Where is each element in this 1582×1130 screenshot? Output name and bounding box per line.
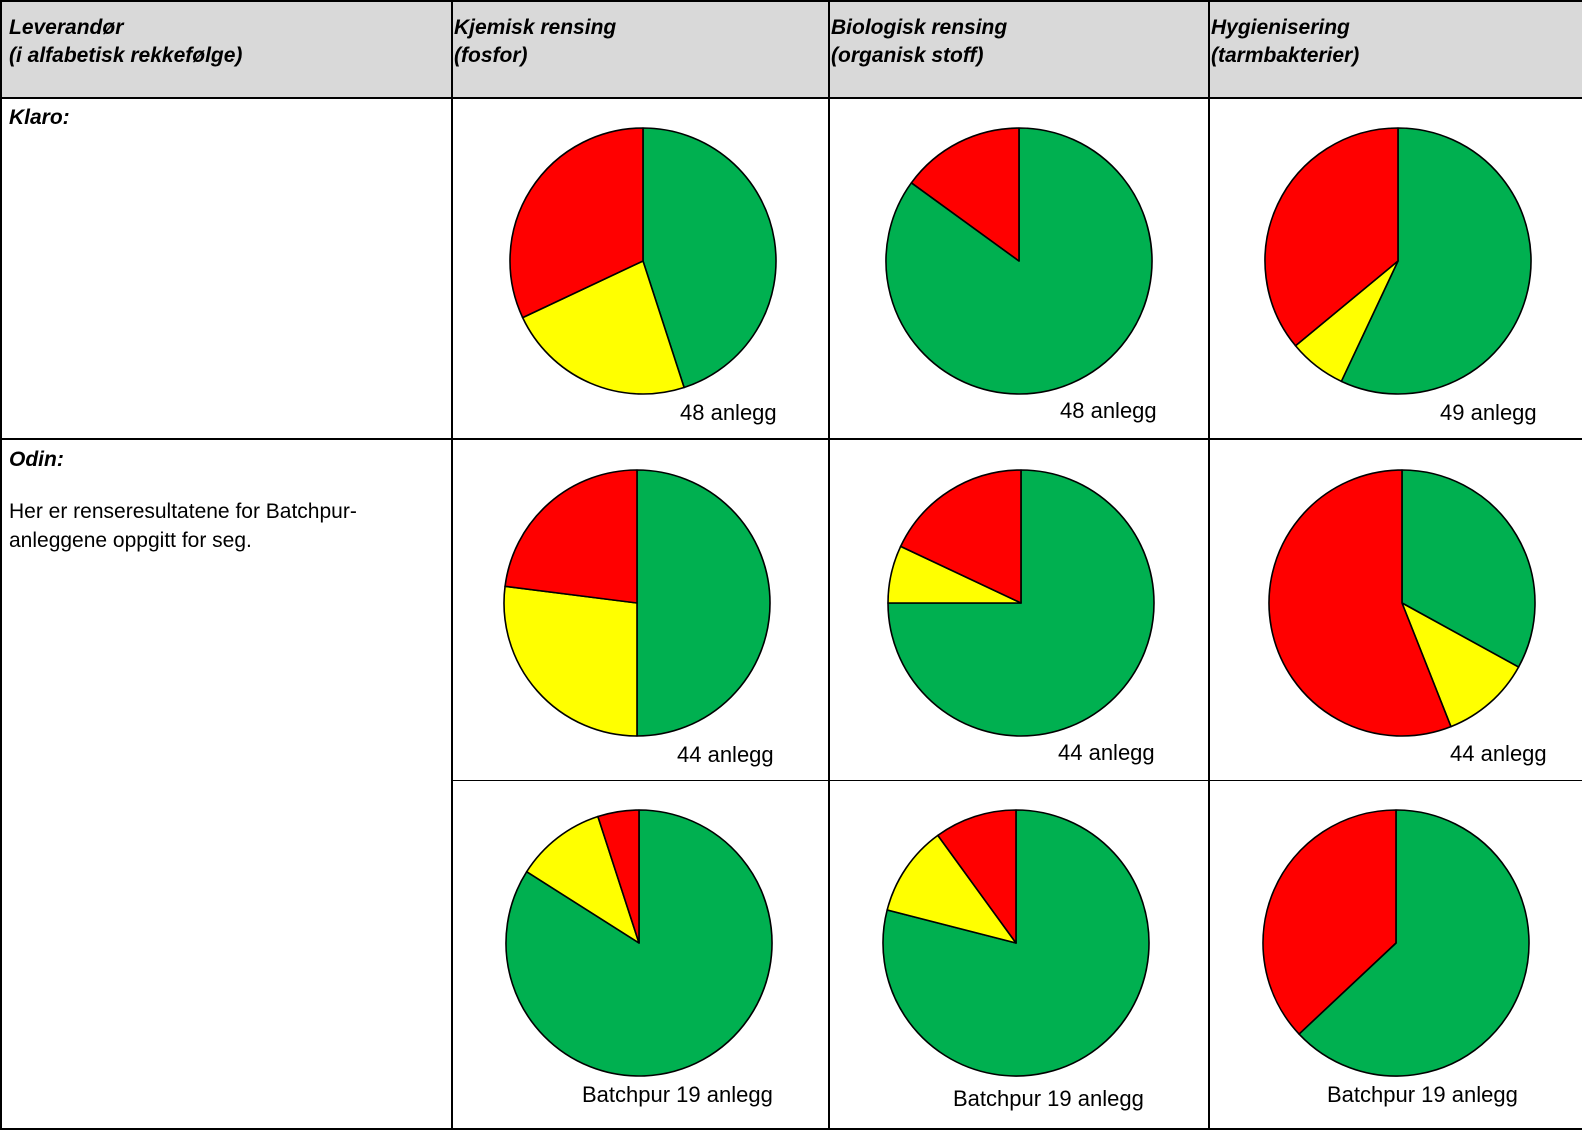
pie-slice-red: [597, 809, 640, 944]
plant-count-label: 48 anlegg: [1060, 398, 1157, 423]
header-hygiene-line1: Hygienisering: [1211, 16, 1350, 39]
header-row: [0, 0, 1582, 98]
grid-line: [828, 0, 830, 1130]
pie-odin-biologisk: [887, 469, 1155, 737]
pie-slice-green: [636, 469, 771, 737]
pie-slice-green: [1401, 469, 1536, 668]
plant-count-label: Batchpur 19 anlegg: [582, 1082, 773, 1107]
header-supplier-line2: (i alfabetisk rekkefølge): [9, 44, 243, 67]
pie-batchpur-biologisk: [882, 809, 1150, 1077]
pie-odin-hygienisering: [1268, 469, 1536, 737]
header-hygiene-line2: (tarmbakterier): [1211, 44, 1360, 67]
pie-slice-red: [910, 127, 1020, 262]
pie-odin-kjemisk: [503, 469, 771, 737]
plant-count-label: Batchpur 19 anlegg: [1327, 1082, 1518, 1107]
plant-count-label: 44 anlegg: [1058, 740, 1155, 765]
header-chemical-line1: Kjemisk rensing: [454, 16, 617, 39]
header-biological-line1: Biologisk rensing: [831, 16, 1008, 39]
plant-count-label: 48 anlegg: [680, 400, 777, 425]
header-biological: Biologisk rensing (organisk stoff): [831, 14, 1007, 70]
plant-count-label: Batchpur 19 anlegg: [953, 1086, 1144, 1111]
pie-klaro-hygienisering: [1264, 127, 1532, 395]
pie-slice-red: [937, 809, 1017, 944]
pie-slice-red: [504, 469, 638, 604]
header-hygiene: Hygienisering (tarmbakterier): [1211, 14, 1359, 70]
pie-slice-yellow: [521, 260, 685, 395]
pie-klaro-biologisk: [885, 127, 1153, 395]
plant-count-label: 49 anlegg: [1440, 400, 1537, 425]
header-supplier-line1: Leverandør: [9, 16, 124, 39]
pie-slice-yellow: [886, 834, 1017, 944]
header-chemical-line2: (fosfor): [454, 44, 528, 67]
pie-slice-red: [899, 469, 1022, 604]
header-supplier: Leverandør (i alfabetisk rekkefølge): [9, 14, 242, 70]
pie-slice-green: [1298, 809, 1530, 1077]
supplier-klaro: Klaro:: [9, 106, 70, 129]
pie-slice-yellow: [503, 585, 638, 737]
pie-slice-yellow: [1401, 602, 1520, 728]
plant-count-label: 44 anlegg: [1450, 741, 1547, 766]
plant-count-label: 44 anlegg: [677, 742, 774, 767]
pie-slice-red: [1268, 469, 1452, 737]
grid-line: [0, 97, 1582, 99]
grid-line: [0, 438, 1582, 440]
grid-line: [1208, 0, 1210, 1130]
odin-note: Her er renseresultatene for Batchpur-anl…: [9, 500, 357, 552]
grid-line: [0, 1128, 1582, 1130]
pie-slice-red: [509, 127, 644, 319]
grid-line: [451, 0, 453, 1130]
header-biological-line2: (organisk stoff): [831, 44, 984, 67]
pie-slice-red: [1264, 127, 1399, 347]
pie-klaro-kjemisk: [509, 127, 777, 395]
grid-line: [0, 0, 1582, 2]
pie-batchpur-kjemisk: [505, 809, 773, 1077]
pie-slice-green: [1340, 127, 1532, 395]
pie-slice-yellow: [525, 815, 640, 944]
grid-line: [0, 0, 2, 1130]
supplier-odin: Odin:: [9, 448, 64, 471]
pie-slice-green: [642, 127, 777, 389]
header-chemical: Kjemisk rensing (fosfor): [454, 14, 616, 70]
pie-slice-red: [1262, 809, 1397, 1035]
grid-line: [452, 780, 1582, 781]
pie-batchpur-hygienisering: [1262, 809, 1530, 1077]
